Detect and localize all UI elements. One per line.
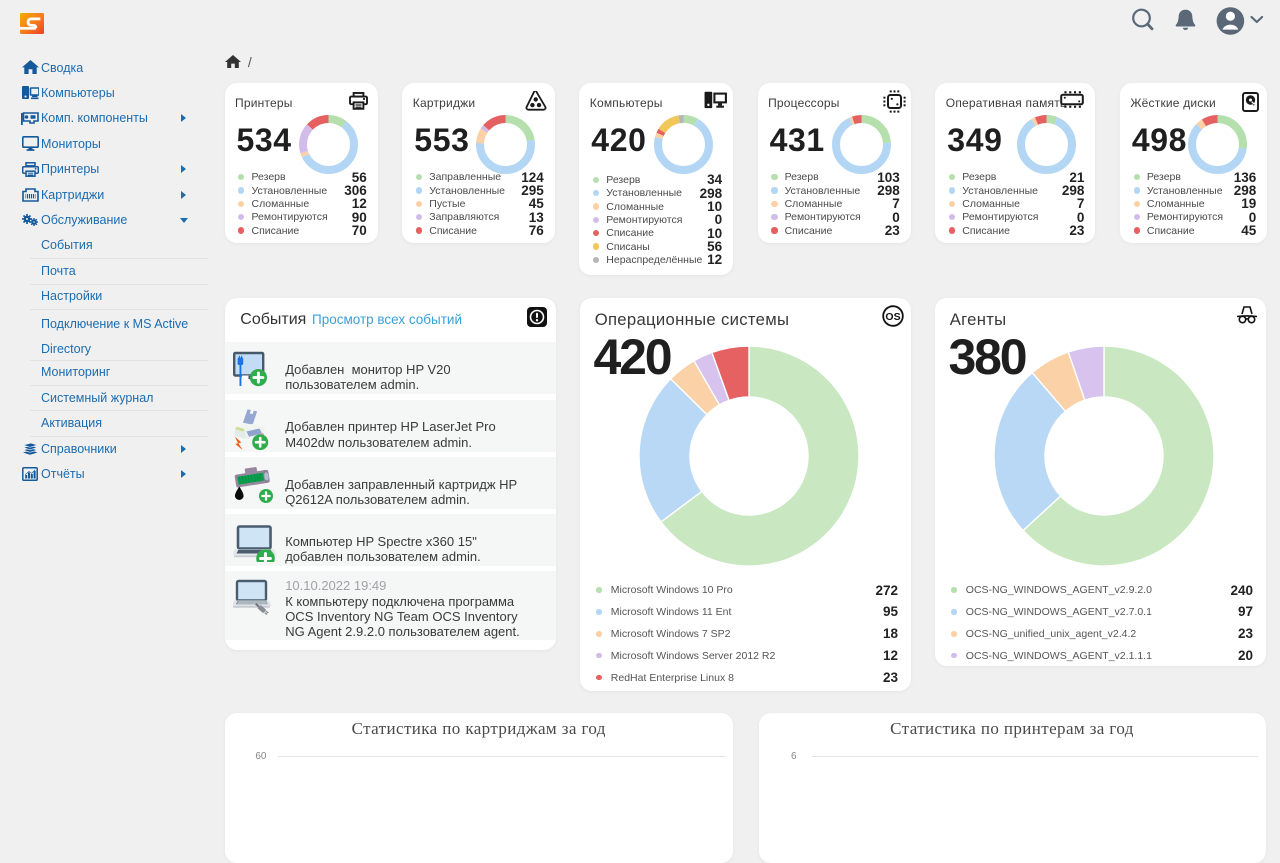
svg-text:OS: OS bbox=[885, 310, 900, 322]
